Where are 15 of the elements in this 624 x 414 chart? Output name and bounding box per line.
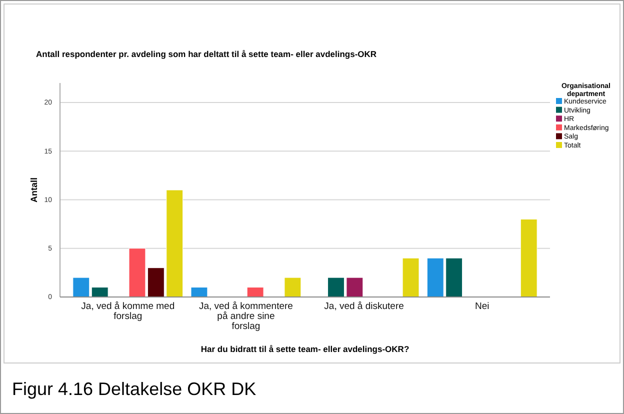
chart-title: Antall respondenter pr. avdeling som har deltatt til å sette team- eller avdelings-OKR [36, 49, 377, 59]
bar [402, 258, 420, 298]
bar [284, 277, 302, 298]
x-axis-title: Har du bidratt til å sette team- eller avdelings-OKR? [200, 344, 410, 354]
bar [246, 287, 264, 298]
bar [520, 218, 538, 298]
y-axis-title: Antall [29, 177, 39, 203]
text: Figur 4.16 Deltakelse OKR DK [12, 379, 256, 399]
x-tick-label: Ja, ved å komme med forslag [81, 301, 175, 322]
x-tick-label: Nei [474, 301, 490, 312]
bar [72, 277, 90, 298]
bar [190, 287, 208, 298]
x-tick-label: Ja, ved å diskutere [324, 301, 404, 312]
bar [91, 287, 108, 298]
x-tick-label: Ja, ved å kommentere på andre sine forslag [198, 301, 293, 332]
